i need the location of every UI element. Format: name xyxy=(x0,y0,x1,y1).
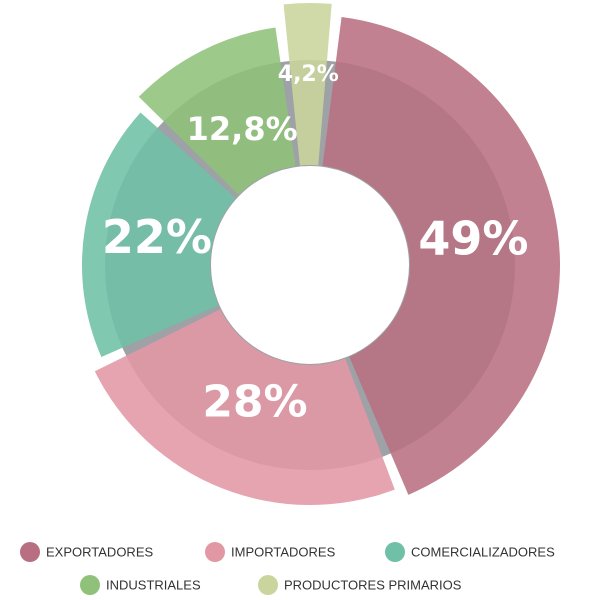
legend-swatch xyxy=(258,575,278,595)
pie-slice xyxy=(322,16,561,495)
pie-slice xyxy=(138,27,296,195)
value-label: 22% xyxy=(102,210,212,264)
legend-label: COMERCIALIZADORES xyxy=(411,544,555,559)
pie-slice xyxy=(82,112,236,357)
value-label: 28% xyxy=(202,377,307,428)
legend-swatch xyxy=(205,542,225,562)
legend-label: PRODUCTORES PRIMARIOS xyxy=(284,577,462,592)
value-label: 12,8% xyxy=(187,110,298,148)
legend-label: IMPORTADORES xyxy=(231,544,336,559)
legend-swatch xyxy=(80,575,100,595)
pie-slice xyxy=(283,3,332,166)
value-label: 4,2% xyxy=(278,62,339,87)
legend-swatch xyxy=(20,542,40,562)
pie-slice xyxy=(94,309,395,505)
legend-label: INDUSTRIALES xyxy=(106,577,201,592)
value-label: 49% xyxy=(418,212,528,266)
legend-swatch xyxy=(385,542,405,562)
legend-label: EXPORTADORES xyxy=(46,544,153,559)
